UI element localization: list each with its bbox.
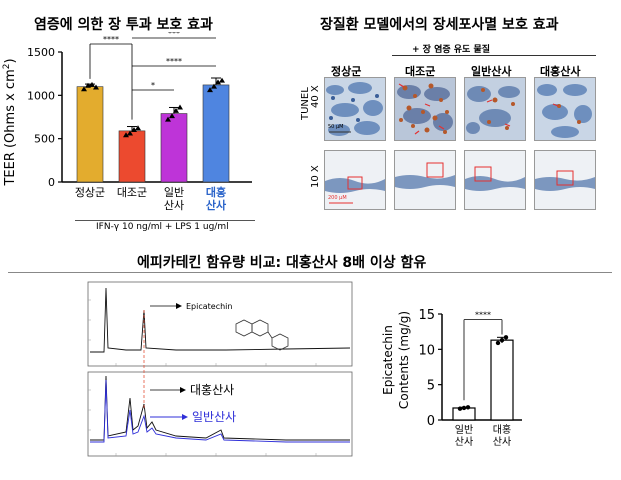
teer-category-label: 대홍 <box>206 185 226 199</box>
epi-bars <box>452 335 514 421</box>
teer-data-point <box>215 79 221 85</box>
teer-category-label: 대조군 <box>117 186 147 199</box>
teer-y-axis-label: TEER (Ohms x cm2) <box>2 58 18 186</box>
epi-data-point <box>499 337 505 343</box>
teer-data-point <box>127 130 133 136</box>
col-label-control: 대조군 <box>405 65 436 78</box>
teer-data-point <box>207 87 213 93</box>
teer-y-tick-label: 0 <box>48 176 55 189</box>
histology-10x-normal: 200 μM <box>324 150 386 210</box>
col-label-daehong: 대홍산사 <box>540 65 581 78</box>
teer-y-tick-label: 1000 <box>27 89 55 102</box>
epi-bar <box>490 339 514 421</box>
teer-bar <box>76 86 104 183</box>
teer-data-point <box>219 77 225 83</box>
epi-significance: **** <box>463 311 503 401</box>
epi-category-label: 산사 <box>493 436 511 448</box>
epi-y-tick-label: 5 <box>427 379 435 394</box>
hplc-panel-title: 에피카테킨 함유량 비교: 대홍산사 8배 이상 함유 <box>137 255 427 271</box>
hplc-top-ticks <box>88 299 317 366</box>
teer-bar <box>202 84 230 183</box>
teer-category-label: 정상군 <box>75 186 105 199</box>
arrow-icon <box>176 303 182 309</box>
epicatechin-standard-trace <box>90 287 351 353</box>
histology-10x-daehong <box>534 150 596 210</box>
teer-sig-label: * <box>151 81 155 90</box>
teer-bars <box>76 77 230 183</box>
daehong-trace-label: 대홍산사 <box>190 383 234 397</box>
treatment-header: + 장 염증 유도 물질 <box>412 45 491 55</box>
arrow-icon <box>182 414 188 420</box>
teer-y-tick-label: 1500 <box>27 46 55 59</box>
row-label-40x: 40 X <box>310 85 321 108</box>
histology-40x-daehong <box>534 77 596 141</box>
epi-y-axis-label-line2: Contents (mg/g) <box>397 311 411 409</box>
teer-sig-label: **** <box>166 57 182 66</box>
epi-y-tick-label: 15 <box>418 308 435 323</box>
treatment-bracket-line <box>75 220 255 221</box>
teer-data-point <box>123 132 129 138</box>
hplc-top-frame <box>87 281 353 367</box>
treatment-header-line <box>392 55 596 56</box>
arrow-icon <box>180 387 186 393</box>
epi-category-label: 일반 <box>455 424 473 436</box>
histology-40x-general <box>464 77 526 141</box>
teer-data-point <box>177 104 183 110</box>
col-label-general: 일반산사 <box>471 65 512 78</box>
teer-data-point <box>211 83 217 89</box>
epicatechin-bar-chart: Epicatechin Contents (mg/g) 051015일반산사대홍… <box>381 308 522 448</box>
epi-y-tick-label: 10 <box>418 343 435 358</box>
row-label-10x: 10 X <box>310 165 321 188</box>
histology-panel-title: 장질환 모델에서의 장세포사멸 보호 효과 <box>320 17 559 33</box>
col-label-normal: 정상군 <box>331 65 362 78</box>
teer-data-point <box>81 86 87 92</box>
title-underline <box>8 272 612 273</box>
epi-y-tick-label: 0 <box>427 414 435 429</box>
epi-category-label: 대홍 <box>493 423 511 436</box>
teer-data-point <box>93 84 99 90</box>
epicatechin-trace-label: Epicatechin <box>186 302 232 311</box>
general-trace-label: 일반산사 <box>192 410 236 424</box>
epi-data-point <box>465 405 471 410</box>
scale-bar-10x-label: 200 μM <box>328 195 347 201</box>
epi-data-point <box>461 405 467 411</box>
epicatechin-structure-icon <box>235 319 289 351</box>
epi-data-point <box>495 340 501 346</box>
epi-y-axis-label-line1: Epicatechin <box>381 325 395 395</box>
teer-bar <box>118 130 146 183</box>
teer-category-label: 산사 <box>164 199 184 212</box>
histology-10x-general <box>464 150 526 210</box>
epi-sig-label: **** <box>475 311 491 320</box>
teer-panel-title: 염증에 의한 장 투과 보호 효과 <box>34 17 213 33</box>
teer-y-tick-label: 500 <box>34 133 55 146</box>
scale-bar-40x-label: 50 μM <box>328 124 344 130</box>
teer-data-point <box>173 107 179 113</box>
epi-category-label: 산사 <box>455 436 473 448</box>
teer-sig-label: *** <box>168 32 180 38</box>
teer-bar <box>160 113 188 183</box>
epi-data-point <box>457 406 463 411</box>
teer-significance: ************ <box>89 32 216 120</box>
epi-data-point <box>503 335 509 340</box>
teer-category-label: 산사 <box>206 198 227 212</box>
teer-data-point <box>165 116 171 122</box>
teer-data-point <box>131 127 137 132</box>
teer-data-point <box>169 113 175 119</box>
histology-10x-control <box>394 150 456 210</box>
hplc-bottom-ticks <box>88 389 317 456</box>
general-trace <box>90 379 350 443</box>
teer-data-point <box>135 125 141 131</box>
hplc-chromatogram: Epicatechin 대홍산사 일반산사 <box>87 281 353 457</box>
histology-40x-normal: 50 μM <box>324 77 386 141</box>
teer-category-label: 일반 <box>164 185 184 199</box>
teer-treatment-label: IFN-γ 10 ng/ml + LPS 1 ug/ml <box>96 222 229 232</box>
histology-40x-control <box>394 77 456 141</box>
teer-data-point <box>89 81 95 87</box>
teer-sig-label: **** <box>103 35 119 44</box>
